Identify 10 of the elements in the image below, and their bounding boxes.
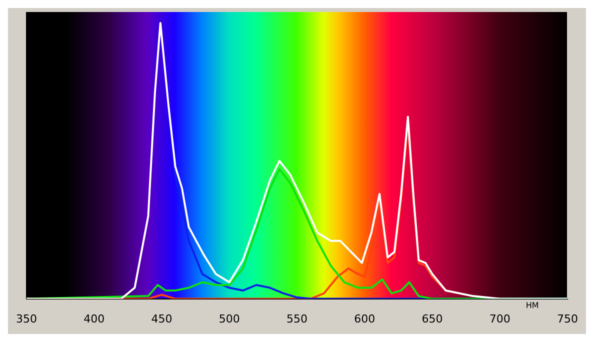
x-tick-label: 350 — [16, 312, 37, 326]
x-tick-label: 400 — [84, 312, 105, 326]
x-tick-label: 700 — [489, 312, 510, 326]
x-tick-label: 750 — [557, 312, 578, 326]
x-tick-label: 500 — [218, 312, 240, 326]
x-axis-title: НМ — [526, 300, 539, 310]
x-tick-label: 450 — [151, 312, 172, 326]
x-tick-label: 600 — [354, 312, 376, 326]
x-tick-label: 650 — [422, 312, 443, 326]
x-tick-label: 550 — [286, 312, 308, 326]
